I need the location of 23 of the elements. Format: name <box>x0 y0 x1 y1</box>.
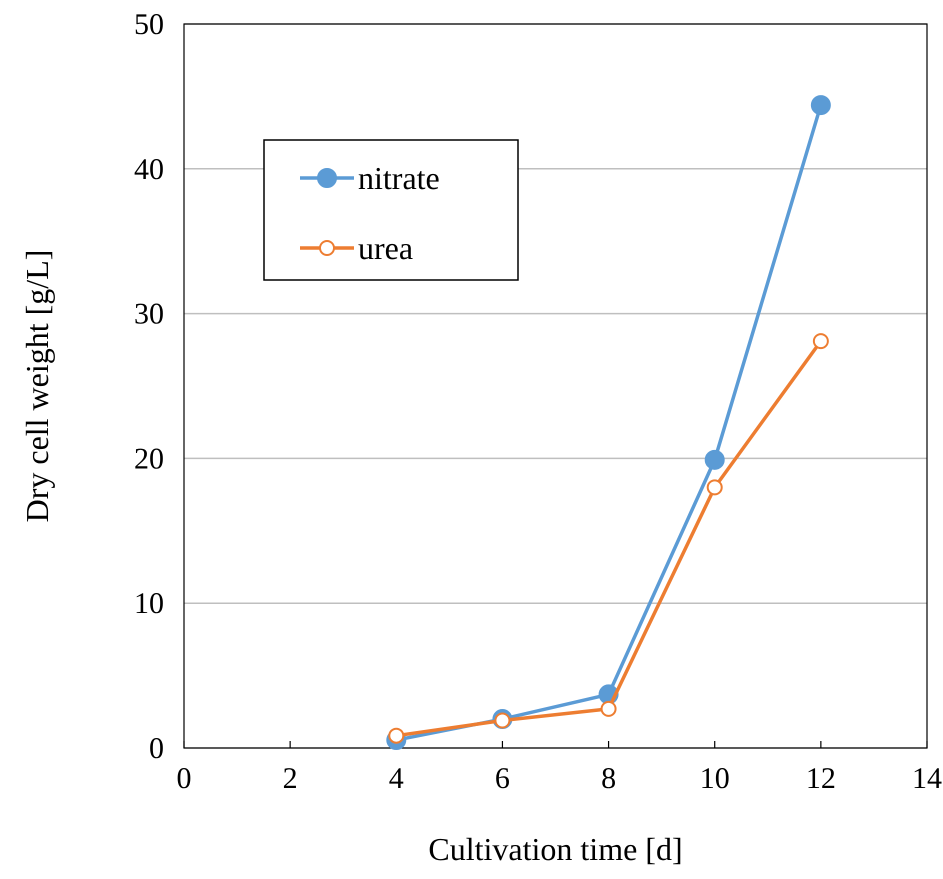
point <box>812 333 829 350</box>
x-tick-label: 8 <box>601 762 616 795</box>
y-axis-title: Dry cell weight [g/L] <box>19 250 55 522</box>
x-tick-label: 12 <box>806 762 836 795</box>
y-tick-label: 40 <box>134 152 164 186</box>
y-tick-label: 10 <box>134 587 164 620</box>
legend-label: urea <box>358 230 414 266</box>
x-tick-label: 14 <box>912 762 942 795</box>
x-tick-label: 2 <box>282 762 298 795</box>
x-tick-label: 10 <box>700 762 730 795</box>
y-tick-label: 0 <box>149 732 164 765</box>
y-tick-label: 30 <box>134 298 164 331</box>
legend-label: nitrate <box>358 160 440 196</box>
x-tick-label: 0 <box>176 762 192 795</box>
point <box>706 479 723 496</box>
point <box>600 700 617 717</box>
x-axis-title: Cultivation time [d] <box>428 831 683 867</box>
y-tick-label: 50 <box>134 8 164 41</box>
point <box>810 95 831 116</box>
x-tick-label: 4 <box>388 762 404 795</box>
x-tick-label: 6 <box>494 762 510 795</box>
point <box>704 450 725 470</box>
y-tick-label: 20 <box>134 442 164 476</box>
